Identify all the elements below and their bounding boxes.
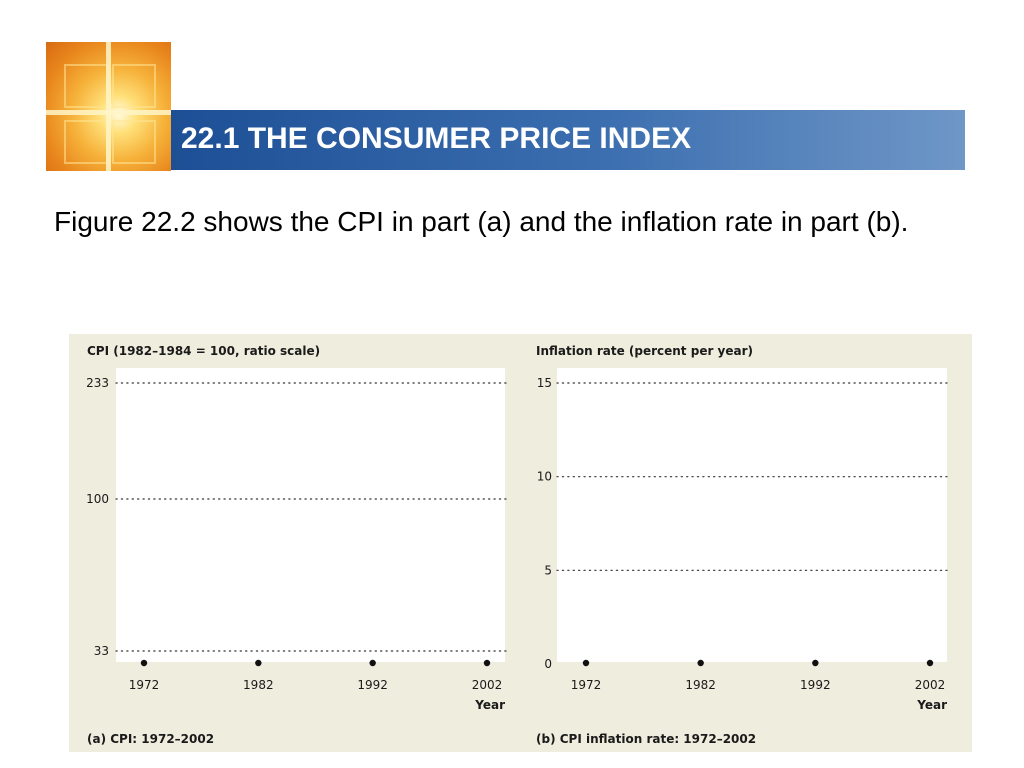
chart-b-ylabel: Inflation rate (percent per year) — [536, 344, 753, 358]
chart-a-caption: (a) CPI: 1972–2002 — [87, 732, 214, 746]
chart-a-xtick-label: 1982 — [243, 678, 274, 692]
chart-b-xtick-mark — [697, 659, 704, 667]
chart-a-ytick-label: 100 — [86, 492, 109, 506]
logo — [46, 42, 171, 171]
figure-svg: CPI (1982–1984 = 100, ratio scale) 33100… — [86, 344, 950, 746]
chart-b-xtick-mark — [926, 659, 934, 667]
chart-a-plot-area — [116, 368, 505, 662]
chart-b-xlabel: Year — [916, 698, 947, 712]
chart-b-ytick-label: 5 — [544, 563, 552, 577]
chart-b-ytick-label: 15 — [537, 376, 552, 390]
chart-b-ytick-label: 0 — [544, 657, 552, 671]
chart-b-plot-area — [557, 368, 947, 662]
chart-a-xtick-label: 1972 — [129, 678, 160, 692]
chart-b-xtick-mark — [582, 659, 590, 667]
chart-a-xtick-mark — [255, 659, 262, 667]
chart-a-xtick-mark — [140, 659, 148, 667]
figure-22-2: CPI (1982–1984 = 100, ratio scale) 33 100… — [69, 334, 972, 752]
chart-b-caption: (b) CPI inflation rate: 1972–2002 — [536, 732, 756, 746]
chart-b-xtick-mark — [812, 659, 819, 667]
slide-title: 22.1 THE CONSUMER PRICE INDEX — [181, 122, 692, 155]
chart-a-xtick-label: 2002 — [472, 678, 503, 692]
chart-a-xtick-label: 1992 — [357, 678, 388, 692]
chart-b-xtick-label: 1992 — [800, 678, 831, 692]
chart-b-xtick-label: 2002 — [915, 678, 946, 692]
chart-a-xtick-mark — [483, 659, 491, 667]
chart-a-ytick-label: 33 — [94, 644, 109, 658]
title-bar: 22.1 THE CONSUMER PRICE INDEX — [171, 110, 965, 170]
chart-a-ytick-label: 233 — [86, 376, 109, 390]
chart-b-xtick-label: 1972 — [571, 678, 602, 692]
chart-a-xlabel: Year — [474, 698, 505, 712]
chart-b-ytick-label: 10 — [537, 470, 552, 484]
intro-text: Figure 22.2 shows the CPI in part (a) an… — [54, 206, 909, 237]
chart-a-xtick-mark — [369, 659, 376, 667]
chart-a-ylabel: CPI (1982–1984 = 100, ratio scale) — [87, 344, 320, 358]
chart-b-xtick-label: 1982 — [685, 678, 716, 692]
